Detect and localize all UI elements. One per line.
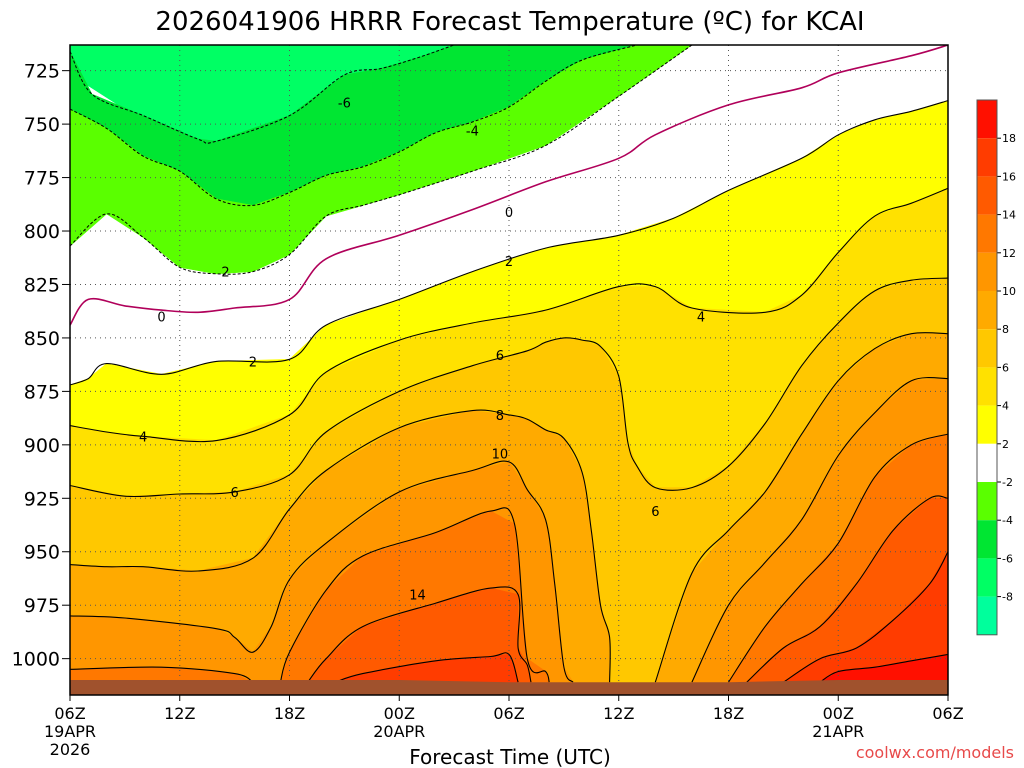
isotherm-line bbox=[70, 460, 574, 683]
colorbar-segment bbox=[977, 291, 997, 330]
temperature-bands bbox=[70, 45, 948, 683]
isotherm-label: -4 bbox=[466, 125, 479, 140]
y-axis: 725 750 775 800 825 850 875 900 925 950 975 1000 bbox=[12, 61, 70, 671]
x-tick-date: 21APR bbox=[812, 722, 864, 741]
y-tick-label: 1000 bbox=[12, 649, 60, 671]
y-tick-label: 750 bbox=[24, 114, 60, 136]
isotherm-label: 14 bbox=[409, 589, 426, 604]
colorbar-label: 8 bbox=[1002, 323, 1009, 336]
isotherm-label: -6 bbox=[338, 97, 351, 112]
isotherm-label: 4 bbox=[697, 311, 705, 326]
x-tick-label: 18Z bbox=[274, 704, 305, 723]
isotherm-lines bbox=[70, 45, 948, 683]
y-tick-label: 975 bbox=[24, 595, 60, 617]
isotherm-label: 6 bbox=[496, 349, 504, 364]
x-tick-date: 20APR bbox=[373, 722, 425, 741]
x-tick-date: 19APR bbox=[44, 722, 96, 741]
x-tick-label: 06Z bbox=[54, 704, 85, 723]
y-tick-label: 800 bbox=[24, 221, 60, 243]
isotherm-label: 2 bbox=[249, 355, 257, 370]
isotherm-label: 8 bbox=[496, 409, 504, 424]
isotherm-line bbox=[691, 377, 948, 683]
y-tick-label: 900 bbox=[24, 435, 60, 457]
colorbar-segment bbox=[977, 482, 997, 521]
x-tick-label: 18Z bbox=[713, 704, 744, 723]
isotherm-label: 2 bbox=[505, 255, 513, 270]
isotherm-label: 6 bbox=[651, 505, 659, 520]
isotherm-label: 0 bbox=[157, 311, 165, 326]
isotherm-line bbox=[70, 45, 455, 144]
colorbar-label: -6 bbox=[1002, 552, 1013, 565]
colorbar-label: -8 bbox=[1002, 591, 1013, 604]
chart-title: 2026041906 HRRR Forecast Temperature (ºC… bbox=[155, 7, 864, 37]
colorbar-label: -4 bbox=[1002, 514, 1013, 527]
isotherm-line bbox=[70, 100, 948, 386]
colorbar-label: 2 bbox=[1002, 438, 1009, 451]
x-axis-title: Forecast Time (UTC) bbox=[409, 745, 611, 768]
y-tick-label: 825 bbox=[24, 274, 60, 296]
isotherm-line bbox=[70, 187, 948, 443]
colorbar-segment bbox=[977, 214, 997, 253]
colorbar-segment bbox=[977, 329, 997, 368]
colorbar-segment bbox=[977, 252, 997, 291]
colorbar-label: 18 bbox=[1002, 132, 1016, 145]
y-tick-label: 875 bbox=[24, 381, 60, 403]
colorbar-segment bbox=[977, 596, 997, 635]
colorbar-label: -2 bbox=[1002, 476, 1013, 489]
colorbar-segment bbox=[977, 100, 997, 139]
x-tick-year: 2026 bbox=[50, 740, 91, 759]
isotherm-label: 0 bbox=[505, 206, 513, 221]
isotherm-label: 10 bbox=[492, 447, 509, 462]
x-tick-label: 00Z bbox=[384, 704, 415, 723]
x-tick-label: 06Z bbox=[493, 704, 524, 723]
isotherm-line bbox=[70, 45, 948, 326]
y-tick-label: 775 bbox=[24, 168, 60, 190]
x-tick-label: 12Z bbox=[164, 704, 195, 723]
colorbar-label: 14 bbox=[1002, 209, 1016, 222]
colorbar-segment bbox=[977, 558, 997, 597]
y-tick-label: 725 bbox=[24, 61, 60, 83]
isotherm-line bbox=[279, 507, 550, 683]
isotherm-label: 6 bbox=[230, 486, 238, 501]
colorbar-label: 12 bbox=[1002, 247, 1016, 260]
credit-text: coolwx.com/models bbox=[856, 743, 1014, 762]
colorbar-segment bbox=[977, 520, 997, 559]
colorbar-label: 16 bbox=[1002, 170, 1016, 183]
isotherm-line bbox=[307, 586, 532, 683]
plot-area: -6 -4 0 0 2 2 2 4 4 6 6 6 8 10 14 bbox=[70, 45, 948, 695]
colorbar-segment bbox=[977, 367, 997, 406]
isotherm-line bbox=[70, 45, 638, 207]
isotherm-line bbox=[728, 433, 948, 683]
isotherm-line bbox=[654, 332, 948, 683]
colorbar-segment bbox=[977, 176, 997, 215]
isotherm-line bbox=[335, 652, 519, 683]
y-tick-label: 925 bbox=[24, 488, 60, 510]
x-tick-label: 12Z bbox=[603, 704, 634, 723]
isotherm-line bbox=[783, 551, 948, 683]
isotherm-line bbox=[746, 495, 948, 683]
colorbar-segment bbox=[977, 443, 997, 482]
y-tick-label: 950 bbox=[24, 542, 60, 564]
y-tick-label: 850 bbox=[24, 328, 60, 350]
colorbar-label: 4 bbox=[1002, 400, 1009, 413]
isotherm-line bbox=[819, 653, 948, 683]
x-tick-label: 00Z bbox=[823, 704, 854, 723]
isotherm-line bbox=[70, 277, 948, 498]
isotherm-labels: -6 -4 0 0 2 2 2 4 4 6 6 6 8 10 14 bbox=[139, 97, 705, 604]
isotherm-label: 2 bbox=[221, 266, 229, 281]
isotherm-line bbox=[70, 409, 611, 683]
x-tick-label: 06Z bbox=[932, 704, 963, 723]
colorbar-label: 6 bbox=[1002, 361, 1009, 374]
colorbar-frame bbox=[976, 99, 998, 636]
colorbar-label: 10 bbox=[1002, 285, 1016, 298]
isotherm-label: 4 bbox=[139, 430, 147, 445]
colorbar-segment bbox=[977, 405, 997, 444]
gridlines bbox=[70, 45, 948, 695]
colorbar-segment bbox=[977, 138, 997, 177]
colorbar: 18 16 14 12 10 8 6 4 2 -2 -4 -6 -8 bbox=[976, 99, 1016, 636]
isotherm-line bbox=[70, 666, 254, 683]
surface-ground bbox=[70, 680, 948, 695]
